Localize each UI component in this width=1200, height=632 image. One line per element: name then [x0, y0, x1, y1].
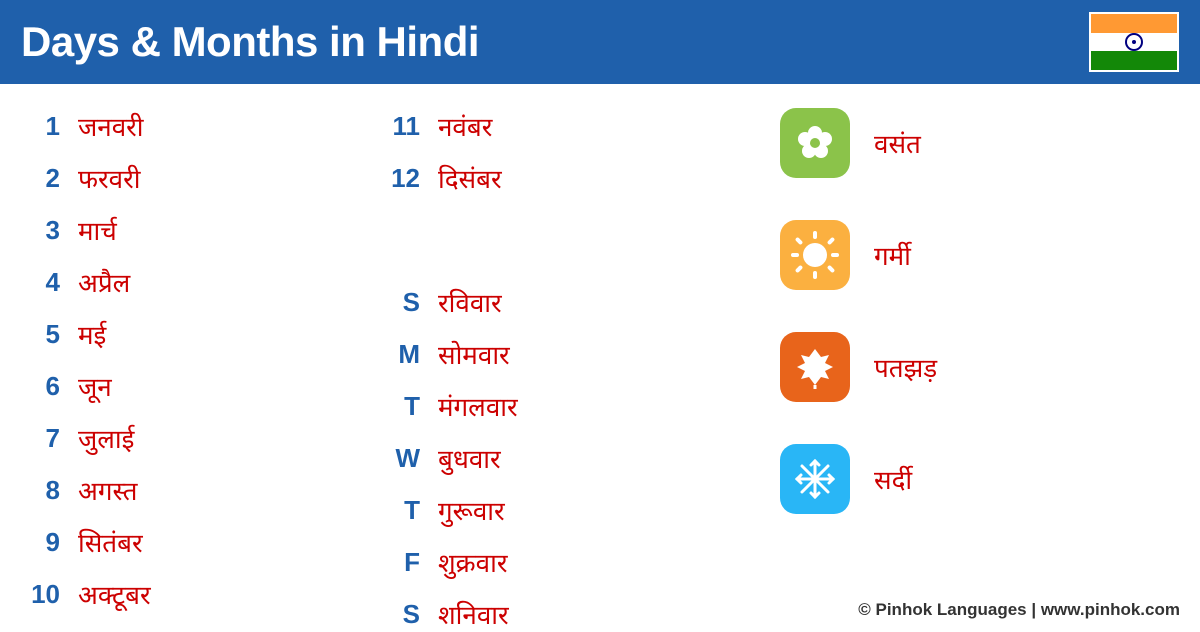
- season-label: वसंत: [874, 125, 921, 161]
- month-hindi: नवंबर: [438, 108, 492, 144]
- day-abbr: T: [380, 391, 420, 422]
- page-title: Days & Months in Hindi: [21, 18, 479, 66]
- flower-icon: [780, 108, 850, 178]
- day-abbr: W: [380, 443, 420, 474]
- month-item: 11 नवंबर: [380, 108, 730, 144]
- month-number: 3: [20, 215, 60, 246]
- day-abbr: S: [380, 599, 420, 630]
- footer-credit: © Pinhok Languages | www.pinhok.com: [858, 600, 1180, 620]
- month-item: 10 अक्टूबर: [20, 576, 370, 612]
- season-spring: वसंत: [780, 108, 1120, 178]
- month-number: 6: [20, 371, 60, 402]
- month-hindi: दिसंबर: [438, 160, 502, 196]
- month-number: 7: [20, 423, 60, 454]
- months-days-column: 11 नवंबर 12 दिसंबर S रविवार M सोमवार T म…: [380, 108, 730, 632]
- month-item: 12 दिसंबर: [380, 160, 730, 196]
- month-hindi: मई: [78, 316, 106, 352]
- month-item: 7 जुलाई: [20, 420, 370, 456]
- day-abbr: F: [380, 547, 420, 578]
- day-hindi: सोमवार: [438, 336, 510, 372]
- ashoka-chakra-icon: [1125, 33, 1143, 51]
- month-hindi: फरवरी: [78, 160, 141, 196]
- india-flag: [1089, 12, 1179, 72]
- month-hindi: जनवरी: [78, 108, 144, 144]
- month-item: 4 अप्रैल: [20, 264, 370, 300]
- months-column-1: 1 जनवरी 2 फरवरी 3 मार्च 4 अप्रैल 5 मई 6 …: [20, 108, 370, 632]
- month-item: 6 जून: [20, 368, 370, 404]
- day-hindi: रविवार: [438, 284, 502, 320]
- month-hindi: सितंबर: [78, 524, 143, 560]
- day-abbr: S: [380, 287, 420, 318]
- month-item: 3 मार्च: [20, 212, 370, 248]
- spacer: [380, 212, 730, 268]
- season-label: सर्दी: [874, 461, 912, 497]
- month-number: 11: [380, 111, 420, 142]
- day-item: M सोमवार: [380, 336, 730, 372]
- season-summer: गर्मी: [780, 220, 1120, 290]
- day-item: T गुरूवार: [380, 492, 730, 528]
- season-label: पतझड़: [874, 349, 937, 385]
- season-winter: सर्दी: [780, 444, 1120, 514]
- day-item: S रविवार: [380, 284, 730, 320]
- month-hindi: अगस्त: [78, 472, 137, 508]
- day-item: W बुधवार: [380, 440, 730, 476]
- day-item: S शनिवार: [380, 596, 730, 632]
- month-hindi: जून: [78, 368, 112, 404]
- content-area: 1 जनवरी 2 फरवरी 3 मार्च 4 अप्रैल 5 मई 6 …: [0, 84, 1200, 632]
- month-number: 8: [20, 475, 60, 506]
- month-item: 1 जनवरी: [20, 108, 370, 144]
- seasons-column: वसंत गर्मी: [740, 108, 1120, 632]
- leaf-icon: [780, 332, 850, 402]
- month-number: 5: [20, 319, 60, 350]
- season-autumn: पतझड़: [780, 332, 1120, 402]
- day-hindi: मंगलवार: [438, 388, 518, 424]
- header: Days & Months in Hindi: [0, 0, 1200, 84]
- day-item: T मंगलवार: [380, 388, 730, 424]
- month-number: 9: [20, 527, 60, 558]
- month-hindi: मार्च: [78, 212, 117, 248]
- flag-green-stripe: [1091, 51, 1177, 70]
- day-item: F शुक्रवार: [380, 544, 730, 580]
- flag-white-stripe: [1091, 33, 1177, 52]
- day-hindi: गुरूवार: [438, 492, 505, 528]
- month-number: 1: [20, 111, 60, 142]
- sun-icon: [780, 220, 850, 290]
- day-hindi: शनिवार: [438, 596, 509, 632]
- month-item: 9 सितंबर: [20, 524, 370, 560]
- month-item: 2 फरवरी: [20, 160, 370, 196]
- month-number: 10: [20, 579, 60, 610]
- month-hindi: अप्रैल: [78, 264, 130, 300]
- day-abbr: M: [380, 339, 420, 370]
- flag-saffron-stripe: [1091, 14, 1177, 33]
- month-item: 5 मई: [20, 316, 370, 352]
- month-number: 4: [20, 267, 60, 298]
- month-item: 8 अगस्त: [20, 472, 370, 508]
- day-abbr: T: [380, 495, 420, 526]
- month-hindi: जुलाई: [78, 420, 134, 456]
- season-label: गर्मी: [874, 237, 911, 273]
- month-number: 12: [380, 163, 420, 194]
- day-hindi: बुधवार: [438, 440, 501, 476]
- month-hindi: अक्टूबर: [78, 576, 151, 612]
- day-hindi: शुक्रवार: [438, 544, 507, 580]
- snowflake-icon: [780, 444, 850, 514]
- month-number: 2: [20, 163, 60, 194]
